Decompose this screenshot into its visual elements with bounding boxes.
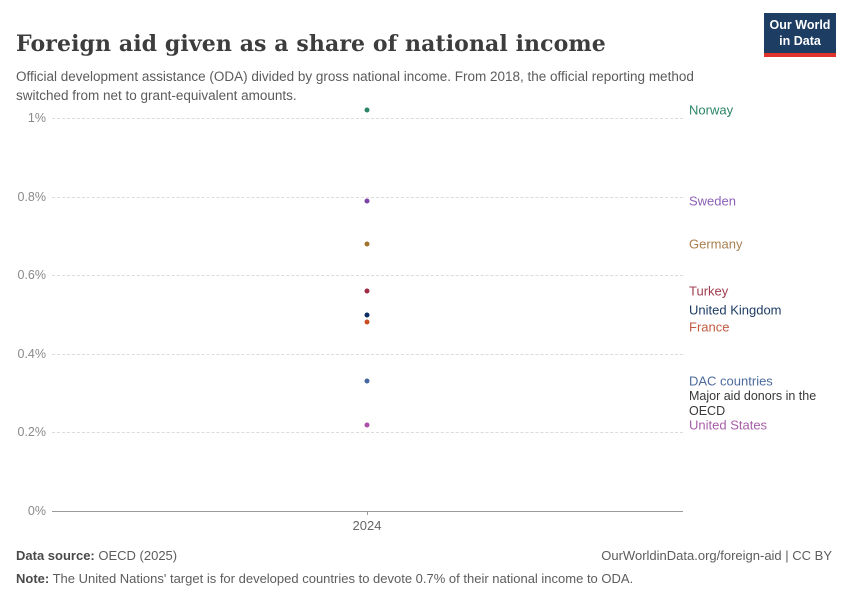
y-tick-label: 0.4%	[17, 346, 47, 361]
data-point-norway[interactable]	[364, 107, 370, 113]
gridline	[52, 196, 683, 198]
series-label-united-states[interactable]: United States	[689, 417, 768, 433]
gridline	[52, 275, 683, 277]
series-label-norway[interactable]: Norway	[689, 102, 734, 118]
owid-logo-line1: Our World	[769, 18, 831, 32]
y-tick-label: 0.2%	[17, 425, 47, 440]
x-tick-label: 2024	[352, 518, 382, 533]
y-tick-label: 0.8%	[17, 189, 47, 204]
gridline	[52, 118, 683, 119]
y-tick-label: 1%	[27, 111, 46, 125]
series-annotation: Major aid donors in the OECD	[689, 389, 817, 418]
x-tick	[367, 511, 368, 515]
note-value: The United Nations' target is for develo…	[49, 571, 634, 586]
data-point-france[interactable]	[364, 319, 370, 325]
chart-subtitle: Official development assistance (ODA) di…	[16, 68, 694, 104]
data-point-united-states[interactable]	[364, 422, 370, 428]
data-source: Data source: OECD (2025)	[16, 548, 177, 563]
gridline	[52, 432, 683, 434]
y-tick-label: 0%	[27, 504, 46, 518]
page-title: Foreign aid given as a share of national…	[16, 30, 606, 57]
data-point-turkey[interactable]	[364, 288, 370, 294]
series-label-dac-countries[interactable]: DAC countries	[689, 373, 773, 389]
series-label-turkey[interactable]: Turkey	[689, 283, 729, 299]
owid-logo[interactable]: Our World in Data	[764, 13, 836, 58]
series-label-united-kingdom[interactable]: United Kingdom	[689, 302, 782, 318]
data-point-united-kingdom[interactable]	[364, 312, 370, 317]
owid-logo-line2: in Data	[779, 33, 821, 48]
gridline	[52, 353, 683, 355]
note-label: Note:	[16, 571, 50, 586]
series-label-germany[interactable]: Germany	[689, 236, 743, 252]
data-point-dac-countries[interactable]	[364, 378, 370, 384]
series-label-france[interactable]: France	[689, 319, 730, 335]
chart-footer: Data source: OECD (2025) OurWorldinData.…	[16, 548, 832, 586]
data-source-label: Data source:	[16, 548, 95, 563]
data-source-value: OECD (2025)	[94, 548, 178, 563]
chart-note: Note: The United Nations' target is for …	[16, 571, 832, 586]
attribution-link[interactable]: OurWorldinData.org/foreign-aid | CC BY	[601, 548, 832, 563]
series-label-sweden[interactable]: Sweden	[689, 193, 736, 209]
data-point-germany[interactable]	[364, 241, 370, 247]
data-point-sweden[interactable]	[364, 198, 370, 204]
y-tick-label: 0.6%	[17, 268, 47, 283]
